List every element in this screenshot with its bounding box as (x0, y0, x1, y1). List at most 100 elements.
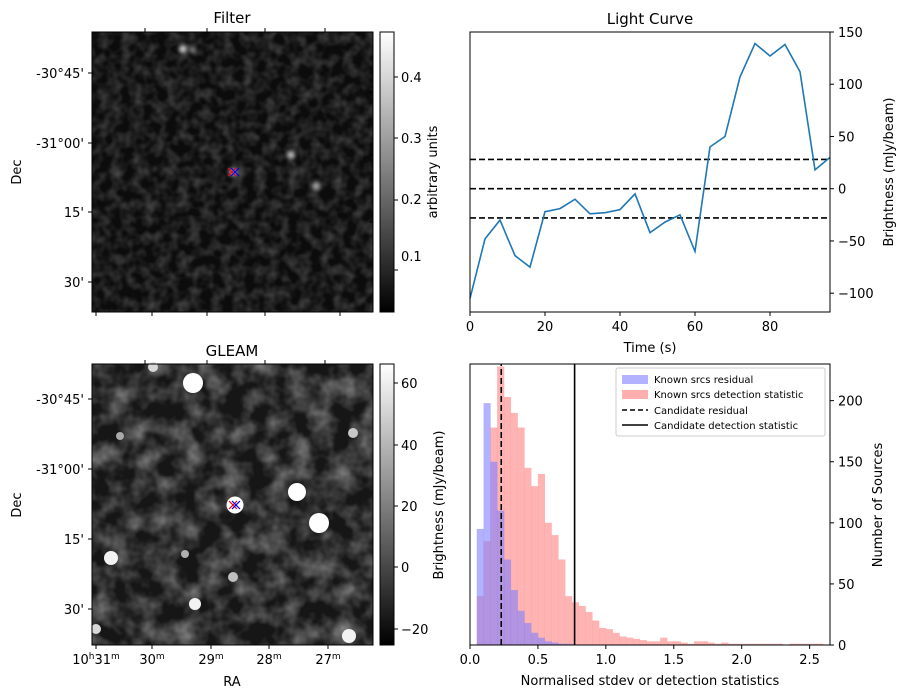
hist-bar-detection (578, 605, 586, 645)
gleam-xlabel: RA (223, 675, 241, 690)
hist-bar-detection (666, 641, 675, 645)
gleam-colorbar-ticks: 60 40 20 0 −20 (394, 377, 428, 638)
histogram-panel: 0.0 0.5 1.0 1.5 2.0 2.5 0 50 100 150 200 Normalis… (432, 363, 886, 689)
hist-bar-detection (687, 643, 695, 645)
hist-bar-detection (503, 396, 512, 645)
hist-bar-detection (768, 643, 776, 645)
hist-bar-detection (605, 629, 613, 645)
hist-bar-detection (802, 643, 810, 645)
gleam-cbar-tick-label: 60 (401, 377, 418, 392)
lc-xtick-label: 80 (762, 320, 779, 335)
lc-ytick-label: 50 (838, 130, 855, 145)
lc-xtick-label: 20 (537, 320, 554, 335)
hist-bar-residual (517, 610, 525, 645)
hist-xtick-label: 2.0 (731, 653, 752, 668)
hist-bar-detection (558, 559, 566, 645)
filter-cbar-tick-label: 0.3 (401, 132, 422, 147)
light-curve-panel: Light Curve 0 20 40 60 80 150 100 50 0 −50 −100 T… (466, 10, 897, 356)
hist-bar-residual (490, 461, 498, 645)
gleam-cbar-tick-label: −20 (401, 623, 428, 638)
hist-bar-detection (734, 643, 742, 645)
gleam-source (189, 598, 201, 610)
hist-bar-detection (796, 643, 804, 645)
gleam-xtick-label: 10h31m (72, 652, 120, 668)
hist-bar-detection (762, 643, 770, 645)
hist-bar-detection (694, 641, 702, 645)
hist-bar-detection (517, 427, 525, 645)
filter-ytick-label: -31°00' (36, 137, 84, 152)
hist-bar-residual (531, 632, 539, 645)
filter-ytick-label: 30' (64, 276, 84, 291)
hist-bar-residual (544, 641, 552, 645)
hist-xlabel: Normalised stdev or detection statistics (521, 674, 780, 689)
lc-ytick-label: −100 (838, 287, 874, 302)
hist-bar-detection (565, 596, 573, 645)
lc-frame (469, 31, 831, 313)
filter-frame (91, 31, 374, 313)
gleam-source (183, 373, 203, 393)
hist-bar-detection (680, 642, 688, 645)
hist-ytick-label: 100 (838, 517, 863, 532)
hist-bar-detection (619, 636, 627, 645)
hist-bar-detection (700, 641, 709, 645)
hist-bar-detection (592, 620, 600, 645)
lc-xlabel: Time (s) (623, 341, 677, 356)
gleam-title: GLEAM (206, 342, 259, 360)
lc-ytick-label: −50 (838, 235, 865, 250)
hist-bar-detection (537, 473, 546, 645)
filter-ytick-label: -30°45' (36, 67, 84, 82)
hist-bar-detection (721, 642, 729, 645)
gleam-cbar-tick-label: 40 (401, 439, 418, 454)
gleam-xtick-label: 27m (315, 652, 340, 668)
gleam-source (104, 551, 118, 565)
hist-bar-residual (537, 637, 546, 645)
filter-source-blob (287, 151, 295, 159)
hist-frame (469, 363, 831, 646)
lc-hlines (470, 158, 830, 219)
hist-bar-detection (585, 612, 593, 645)
hist-bar-detection (646, 641, 654, 645)
legend-label: Candidate residual (654, 406, 748, 417)
hist-vlines (500, 364, 576, 645)
lc-ylabel: Brightness (mJy/beam) (882, 98, 897, 247)
hist-bar-detection (639, 640, 647, 645)
hist-bar-detection (748, 643, 756, 645)
filter-xticks (95, 28, 373, 316)
gleam-source (288, 483, 306, 501)
hist-bar-detection (524, 467, 532, 645)
gleam-sources (91, 362, 358, 643)
hist-bar-detection (809, 643, 817, 645)
hist-bar-detection (571, 602, 579, 645)
gleam-xticks: 10h31m 30m 29m 28m 27m (72, 360, 341, 668)
hist-xtick-label: 1.0 (596, 653, 617, 668)
hist-bar-detection (673, 641, 681, 645)
filter-source-blob (190, 47, 196, 53)
filter-cbar-tick-label: 0.2 (401, 193, 422, 208)
legend-label: Known srcs detection statistic (654, 390, 803, 401)
hist-bar-residual (551, 642, 559, 645)
gleam-xtick-label: 29m (198, 652, 223, 668)
hist-bar-detection (626, 637, 634, 645)
hist-bar-detection (551, 535, 559, 645)
gleam-xtick-label: 28m (256, 652, 281, 668)
gleam-panel: GLEAM - (10, 342, 428, 690)
gleam-source (309, 513, 329, 533)
filter-ylabel: Dec (10, 159, 25, 184)
hist-ytick-label: 0 (838, 639, 846, 654)
hist-bar-detection (755, 643, 763, 645)
hist-xtick-label: 2.5 (799, 653, 820, 668)
legend-swatch-residual (622, 375, 648, 384)
filter-source-blob (179, 45, 187, 53)
gleam-ytick-label: -30°45' (36, 393, 84, 408)
filter-title: Filter (213, 9, 251, 27)
hist-bar-detection (714, 643, 722, 645)
hist-bar-residual (524, 623, 532, 645)
hist-bar-detection (653, 641, 661, 645)
filter-source-blob (312, 182, 320, 190)
gleam-ytick-label: -31°00' (36, 463, 84, 478)
gleam-frame (91, 363, 374, 646)
lc-axes-bg (470, 32, 830, 312)
hist-xtick-label: 0.5 (528, 653, 549, 668)
hist-yticks: 0 50 100 150 200 (830, 395, 863, 654)
filter-source-blob (229, 168, 237, 176)
